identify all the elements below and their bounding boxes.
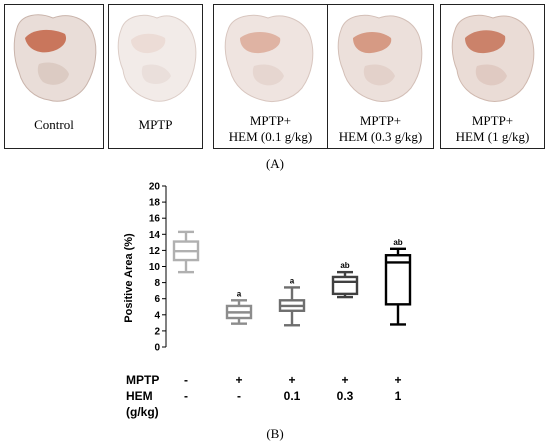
- panel-mptp: MPTP: [108, 4, 203, 149]
- caption-hem-0-1: MPTP+ HEM (0.1 g/kg): [214, 113, 327, 145]
- mptp-value: +: [235, 373, 242, 387]
- brain-section-control-image: [13, 14, 97, 102]
- caption-line: MPTP: [138, 117, 173, 132]
- brain-section-hem-0-1-image: [224, 14, 314, 102]
- y-axis: 0 2 4 6 8 10 12 14 16 18 20: [149, 182, 167, 354]
- panel-divider: [327, 5, 328, 148]
- hem-row-label: HEM: [126, 389, 153, 403]
- panel-a-label: (A): [265, 156, 285, 171]
- box-plot-chart: 0 2 4 6 8 10 12 14 16 18 20 a a ab ab Positive Area (…: [123, 182, 412, 419]
- caption-hem-0-3: MPTP+ HEM (0.3 g/kg): [328, 113, 433, 145]
- mptp-value: +: [341, 373, 348, 387]
- significance-label: ab: [393, 238, 402, 247]
- box: [331, 275, 359, 296]
- box-group: a: [225, 289, 253, 325]
- treatment-rows: MPTP HEM (g/kg): [126, 373, 159, 419]
- significance-label: ab: [340, 261, 349, 270]
- brain-section-mptp-image: [117, 14, 197, 102]
- caption-line: MPTP+: [359, 113, 402, 128]
- box-group: [172, 230, 200, 274]
- panel-hem-group: MPTP+ HEM (0.1 g/kg) MPTP+ HEM (0.3 g/kg…: [213, 4, 434, 149]
- box-group: a: [278, 276, 306, 327]
- box-group: ab: [384, 238, 412, 326]
- hem-value: -: [237, 389, 241, 403]
- y-tick-label: 16: [149, 214, 161, 225]
- y-tick-label: 12: [149, 246, 161, 257]
- panel-hem-1: MPTP+ HEM (1 g/kg): [440, 4, 545, 149]
- panel-b-label: (B): [266, 426, 284, 441]
- y-tick-label: 10: [149, 262, 161, 273]
- significance-label: a: [290, 276, 295, 285]
- y-tick-label: 4: [154, 310, 160, 321]
- caption-line: HEM (0.3 g/kg): [338, 129, 423, 144]
- caption-line: Control: [34, 117, 74, 132]
- y-axis-label: Positive Area (%): [123, 233, 135, 323]
- mptp-value: +: [394, 373, 401, 387]
- brain-section-hem-0-3-image: [337, 14, 423, 102]
- hem-unit-label: (g/kg): [126, 405, 159, 419]
- y-tick-label: 20: [149, 182, 161, 193]
- box-series: a a ab ab: [172, 230, 412, 327]
- caption-line: MPTP+: [471, 113, 514, 128]
- caption-line: HEM (1 g/kg): [455, 129, 530, 144]
- y-tick-label: 14: [149, 230, 161, 241]
- treatment-values: - + + + + - - 0.1 0.3 1: [184, 373, 402, 403]
- hem-value: 1: [395, 389, 402, 403]
- mptp-value: -: [184, 373, 188, 387]
- hem-value: 0.3: [337, 389, 354, 403]
- mptp-row-label: MPTP: [126, 373, 159, 387]
- caption-mptp: MPTP: [109, 117, 202, 133]
- y-tick-label: 0: [154, 343, 160, 354]
- box-group: ab: [331, 261, 359, 299]
- y-tick-label: 6: [154, 294, 160, 305]
- hem-value: 0.1: [284, 389, 301, 403]
- hem-value: -: [184, 389, 188, 403]
- caption-control: Control: [5, 117, 103, 133]
- y-tick-label: 2: [154, 326, 160, 337]
- caption-hem-1: MPTP+ HEM (1 g/kg): [441, 113, 544, 145]
- significance-label: a: [237, 289, 242, 298]
- y-tick-label: 8: [154, 278, 160, 289]
- caption-line: HEM (0.1 g/kg): [228, 129, 313, 144]
- panel-control: Control: [4, 4, 104, 149]
- y-tick-label: 18: [149, 198, 161, 209]
- brain-section-hem-1-image: [451, 14, 535, 102]
- caption-line: MPTP+: [249, 113, 292, 128]
- mptp-value: +: [288, 373, 295, 387]
- panel-a-images: Control MPTP MPTP+ HEM (0.1 g/kg): [0, 4, 550, 150]
